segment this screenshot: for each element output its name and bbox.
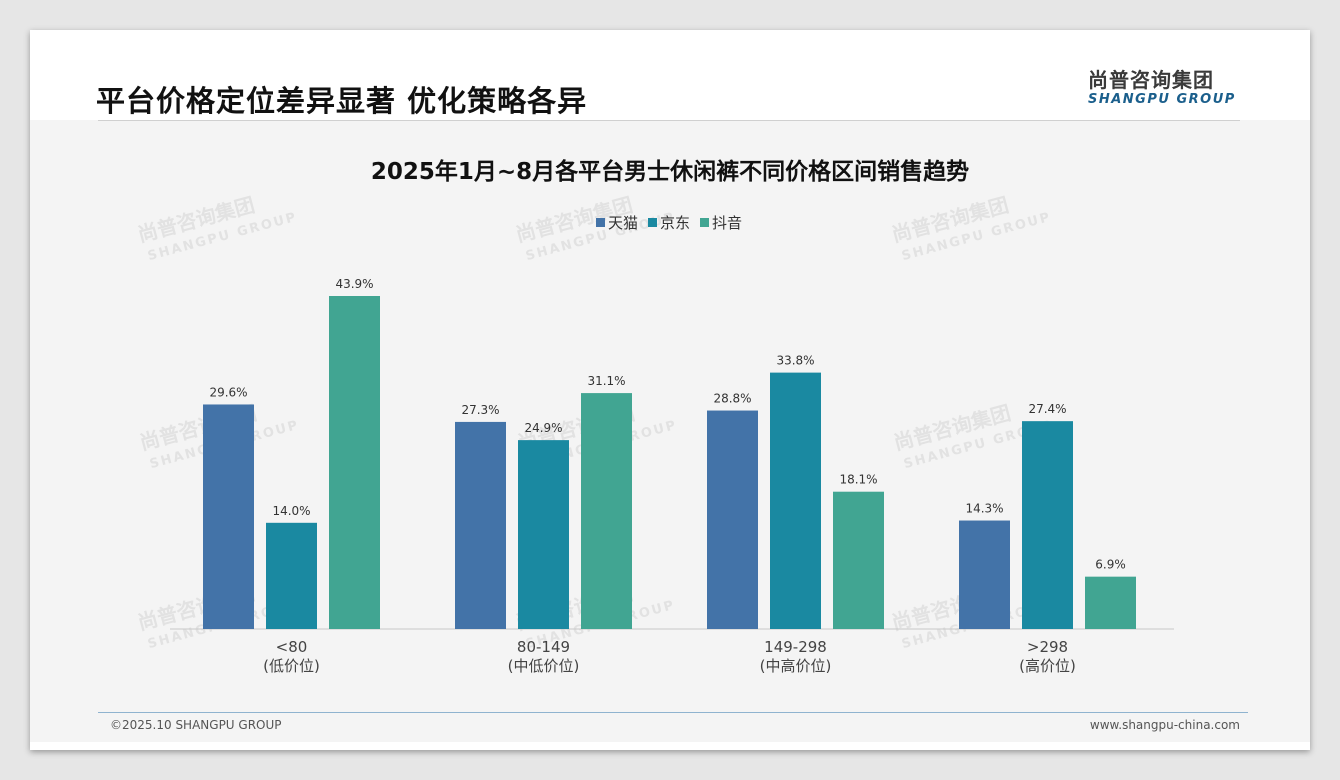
data-label: 14.3%	[965, 502, 1003, 516]
x-tick-sublabel: (中高价位)	[760, 657, 832, 675]
company-logo: 尚普咨询集团 SHANGPU GROUP	[1088, 64, 1240, 107]
page-title: 平台价格定位差异显著 优化策略各异	[96, 84, 588, 118]
bar	[581, 393, 632, 629]
x-tick-label: 80-149	[517, 638, 570, 656]
legend-label-jd: 京东	[660, 214, 691, 232]
x-tick-label: 149-298	[764, 638, 827, 656]
bar	[266, 522, 317, 629]
bar	[959, 520, 1010, 629]
chart-title: 2025年1月~8月各平台男士休闲裤不同价格区间销售趋势	[370, 159, 970, 185]
bar	[1085, 576, 1136, 629]
bar	[203, 404, 254, 629]
bar	[770, 372, 821, 629]
data-label: 28.8%	[713, 392, 751, 406]
bar	[329, 296, 380, 629]
chart-legend: 天猫 京东 抖音	[596, 212, 742, 233]
legend-item-jd: 京东	[648, 212, 690, 233]
x-tick-label: <80	[276, 638, 308, 656]
x-tick-sublabel: (低价位)	[263, 657, 320, 675]
data-label: 14.0%	[272, 504, 310, 518]
data-label: 33.8%	[776, 354, 814, 368]
bar	[833, 491, 884, 629]
legend-label-douyin: 抖音	[712, 214, 743, 232]
legend-swatch-jd	[648, 218, 658, 227]
logo-english-name: SHANGPU GROUP	[1088, 92, 1236, 107]
legend-item-tmall: 天猫	[596, 212, 638, 233]
data-label: 18.1%	[839, 473, 877, 487]
data-label: 24.9%	[524, 421, 562, 435]
x-tick-sublabel: (高价位)	[1019, 657, 1076, 675]
x-tick-label: >298	[1027, 638, 1068, 656]
footer-website: www.shangpu-china.com	[1089, 718, 1240, 732]
data-label: 27.4%	[1028, 402, 1066, 416]
data-label: 6.9%	[1095, 558, 1126, 572]
data-label: 31.1%	[587, 374, 625, 388]
data-label: 43.9%	[335, 277, 373, 291]
legend-swatch-douyin	[700, 218, 710, 227]
slide: 尚普咨询集团 SHANGPU GROUP 尚普咨询集团 SHANGPU GROUP 尚普…	[30, 30, 1310, 750]
data-label: 29.6%	[209, 385, 247, 399]
legend-label-tmall: 天猫	[608, 214, 639, 232]
x-tick-sublabel: (中低价位)	[508, 657, 580, 675]
title-divider	[98, 120, 1240, 121]
legend-item-douyin: 抖音	[700, 212, 742, 233]
bar	[518, 440, 569, 629]
legend-swatch-tmall	[596, 218, 605, 227]
bar	[707, 410, 758, 629]
logo-chinese-name: 尚普咨询集团	[1088, 68, 1214, 92]
bar	[455, 421, 506, 629]
footer-copyright: ©2025.10 SHANGPU GROUP	[110, 718, 282, 732]
data-label: 27.3%	[461, 403, 499, 417]
footer-divider	[98, 712, 1248, 713]
bar	[1022, 421, 1073, 629]
